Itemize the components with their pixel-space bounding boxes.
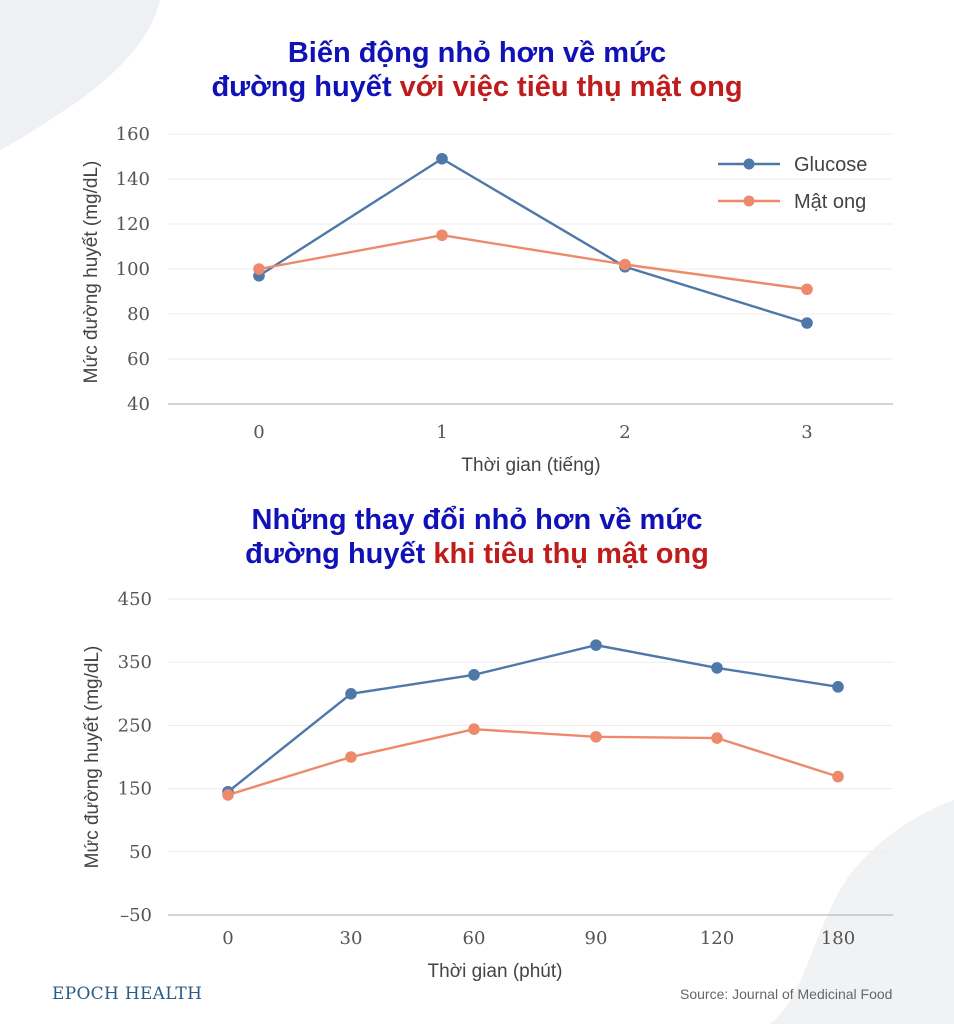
chart1-xtick-label: 1 xyxy=(436,422,447,443)
chart2-xtick-label: 90 xyxy=(585,928,608,949)
chart2-glucose-vs-honey-minutes: –50 50 150 250 350 450 0 30 60 90 120 180 Mức đườn… xyxy=(82,589,893,982)
chart2-ytick-label: 350 xyxy=(118,652,152,673)
chart2-point-honey xyxy=(711,732,723,744)
chart2-point-glucose xyxy=(832,681,844,693)
chart2-ytick-label: 250 xyxy=(118,715,152,736)
chart2-point-honey xyxy=(832,770,844,783)
chart2-title-line1: Những thay đổi nhỏ hơn về mức xyxy=(251,504,703,536)
legend-glucose: Glucose xyxy=(794,154,867,176)
chart2-ytick-label: 50 xyxy=(129,842,152,863)
chart1-ylabel: Mức đường huyết (mg/dL) xyxy=(81,161,102,384)
epoch-health-logo: EPOCH HEALTH xyxy=(52,984,203,1004)
chart1-xtick-label: 0 xyxy=(253,422,264,443)
chart1-title-line2-blue: đường huyết xyxy=(211,71,392,103)
chart2-xtick-label: 180 xyxy=(821,928,855,949)
chart1-series-line-glucose xyxy=(258,157,808,325)
chart2-ytick-label: 150 xyxy=(118,779,152,800)
background-blob-bottom-right xyxy=(770,800,954,1024)
chart1-point-honey xyxy=(801,283,813,296)
chart2-xtick-label: 60 xyxy=(463,928,486,949)
chart2-xtick-label: 0 xyxy=(222,928,233,949)
chart2-point-glucose xyxy=(345,688,357,700)
chart2-ytick-label: –50 xyxy=(120,905,152,926)
chart2-xlabel: Thời gian (phút) xyxy=(428,961,563,982)
chart2-title: Những thay đổi nhỏ hơn về mức đường huyế… xyxy=(0,503,954,571)
source-note: Source: Journal of Medicinal Food xyxy=(680,986,893,1002)
chart2-series-line-glucose xyxy=(227,643,839,793)
chart2-title-line2-blue: đường huyết xyxy=(245,538,426,570)
chart1-point-honey xyxy=(619,258,631,271)
chart1-legend: Glucose Mật ong xyxy=(718,154,867,213)
chart2-point-honey xyxy=(345,751,357,763)
chart1-point-honey xyxy=(253,263,265,275)
chart1-xtick-label: 3 xyxy=(801,422,812,443)
chart2-series-line-honey xyxy=(227,727,839,797)
chart2-ylabel: Mức đường huyết (mg/dL) xyxy=(82,646,103,869)
background-blob-top-left xyxy=(0,0,160,150)
chart2-point-honey xyxy=(222,789,234,801)
chart2-xtick-label: 30 xyxy=(340,928,363,949)
chart1-ytick-label: 140 xyxy=(116,169,150,190)
chart1-title-line2-red: với việc tiêu thụ mật ong xyxy=(399,71,743,103)
chart2-point-glucose xyxy=(590,639,602,651)
chart1-point-glucose xyxy=(436,152,448,165)
chart2-point-glucose xyxy=(711,662,723,674)
chart1-ytick-label: 80 xyxy=(127,304,150,325)
chart1-glucose-vs-honey-hours: 40 60 80 100 120 140 160 0 1 2 3 Mức đường huyết … xyxy=(81,124,893,476)
legend-honey: Mật ong xyxy=(794,191,866,213)
chart1-ytick-label: 60 xyxy=(127,349,150,370)
chart2-point-honey xyxy=(590,730,602,743)
chart1-ytick-label: 100 xyxy=(116,259,150,280)
chart2-point-honey xyxy=(468,723,480,735)
chart1-xtick-label: 2 xyxy=(619,422,630,443)
chart1-point-honey xyxy=(436,229,448,242)
chart1-series-line-honey xyxy=(258,234,808,291)
chart2-title-line2-red: khi tiêu thụ mật ong xyxy=(433,538,709,570)
chart1-point-glucose xyxy=(801,317,813,329)
chart1-title: Biến động nhỏ hơn về mức đường huyết với… xyxy=(0,36,954,104)
chart2-point-glucose xyxy=(468,669,480,681)
chart1-title-line1: Biến động nhỏ hơn về mức xyxy=(287,37,667,69)
chart2-xtick-label: 120 xyxy=(700,928,734,949)
chart2-ytick-label: 450 xyxy=(118,589,152,610)
chart1-ytick-label: 160 xyxy=(116,124,150,145)
chart1-ytick-label: 120 xyxy=(116,214,150,235)
chart1-xlabel: Thời gian (tiếng) xyxy=(461,455,600,476)
chart1-ytick-label: 40 xyxy=(127,394,150,415)
